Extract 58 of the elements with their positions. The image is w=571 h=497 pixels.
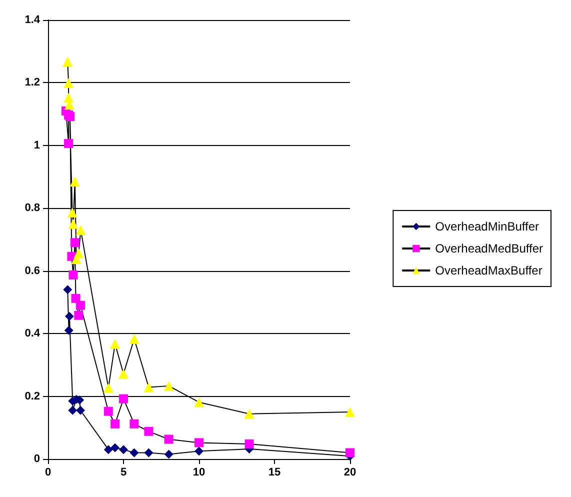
point	[194, 446, 204, 456]
point	[68, 270, 78, 280]
point	[164, 450, 174, 459]
point	[74, 248, 84, 258]
point	[119, 394, 128, 404]
point	[76, 406, 85, 415]
point	[244, 408, 254, 419]
point	[68, 218, 78, 229]
point	[76, 300, 85, 310]
point	[130, 419, 139, 428]
point	[103, 382, 114, 393]
point	[104, 406, 113, 416]
y-tick-label: 0.6	[24, 264, 40, 277]
point	[64, 78, 74, 88]
point	[76, 225, 86, 236]
point	[346, 448, 354, 458]
point	[164, 434, 174, 444]
x-tick-label: 20	[344, 466, 356, 478]
point	[118, 368, 128, 379]
point	[144, 448, 154, 458]
y-tick-label: 1.2	[24, 76, 40, 89]
point	[194, 397, 204, 408]
x-tick-label: 5	[120, 466, 127, 478]
point	[104, 445, 113, 454]
point	[345, 406, 355, 417]
y-tick-label: 1	[34, 139, 40, 152]
point	[70, 238, 80, 248]
point	[129, 334, 140, 344]
y-tick-label: 0.2	[24, 390, 40, 402]
legend-label: OverheadMinBuffer	[435, 220, 539, 234]
point	[110, 443, 120, 452]
point	[63, 285, 72, 294]
legend-label: OverheadMedBuffer	[435, 242, 544, 256]
point	[164, 380, 174, 391]
point	[110, 419, 120, 428]
y-tick-label: 0.4	[24, 328, 41, 340]
point	[70, 176, 80, 186]
point	[110, 338, 120, 349]
y-tick-label: 0.8	[24, 202, 40, 214]
point	[74, 310, 84, 320]
legend-label: OverheadMaxBuffer	[435, 264, 542, 278]
point	[194, 438, 204, 448]
x-tick-label: 10	[192, 466, 206, 478]
point	[64, 139, 74, 148]
point	[130, 448, 139, 458]
point	[244, 439, 254, 448]
y-tick-label: 0	[34, 453, 40, 465]
point	[64, 326, 74, 335]
y-tick-label: 1.4	[24, 14, 41, 26]
point	[62, 56, 73, 67]
point	[64, 312, 74, 321]
point	[144, 382, 154, 392]
x-tick-label: 15	[268, 466, 281, 478]
point	[68, 406, 78, 415]
x-tick-label: 0	[44, 466, 52, 478]
point	[144, 426, 154, 436]
point	[67, 208, 78, 218]
point	[119, 445, 128, 454]
